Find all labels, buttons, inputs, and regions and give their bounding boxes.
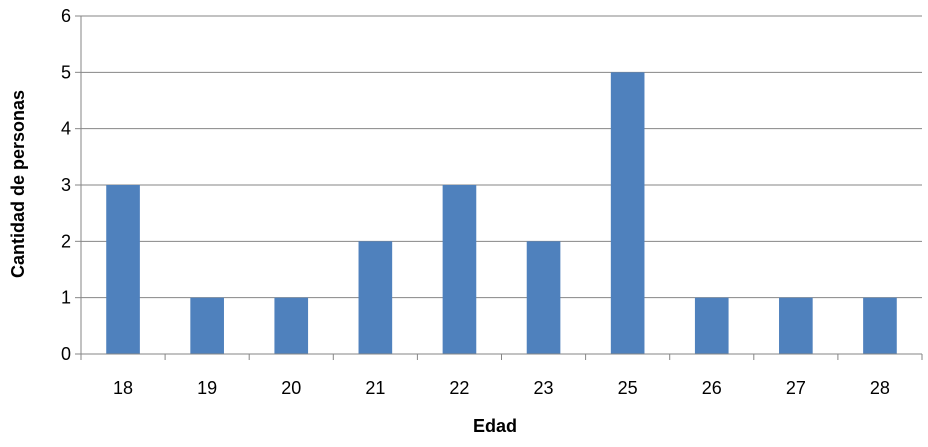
bar-20 <box>274 297 309 354</box>
bar-21 <box>358 241 393 354</box>
bar-19 <box>190 297 224 354</box>
x-tick-label: 19 <box>197 378 217 398</box>
bar-28 <box>863 297 897 354</box>
x-tick-label: 26 <box>702 378 722 398</box>
bars <box>106 72 897 354</box>
bar-26 <box>694 297 729 354</box>
x-tick-label: 27 <box>786 378 806 398</box>
x-tick-label: 25 <box>618 378 638 398</box>
gridlines <box>81 15 922 299</box>
x-tick-label: 21 <box>365 378 385 398</box>
y-tick-label: 1 <box>61 288 71 308</box>
bar-18 <box>106 185 140 354</box>
x-tick-label: 20 <box>281 378 301 398</box>
y-tick-label: 6 <box>61 6 71 26</box>
y-tick-label: 5 <box>61 62 71 82</box>
x-tick-label: 18 <box>113 378 133 398</box>
y-tick-label: 4 <box>61 119 71 139</box>
x-tick-label: 22 <box>449 378 469 398</box>
y-tick-labels: 0 1 2 3 4 5 6 <box>61 6 71 364</box>
axes <box>75 15 923 360</box>
bar-23 <box>526 241 561 354</box>
x-tick-label: 23 <box>534 378 554 398</box>
x-tick-label: 28 <box>870 378 890 398</box>
x-axis-title: Edad <box>473 416 517 436</box>
bar-25 <box>610 72 645 354</box>
y-tick-label: 0 <box>61 344 71 364</box>
x-tick-labels: 18 19 20 21 22 23 25 26 27 28 <box>113 378 890 398</box>
y-axis-title: Cantidad de personas <box>8 90 28 278</box>
bar-22 <box>442 185 477 354</box>
y-tick-label: 2 <box>61 231 71 251</box>
y-tick-label: 3 <box>61 175 71 195</box>
bar-27 <box>779 297 813 354</box>
